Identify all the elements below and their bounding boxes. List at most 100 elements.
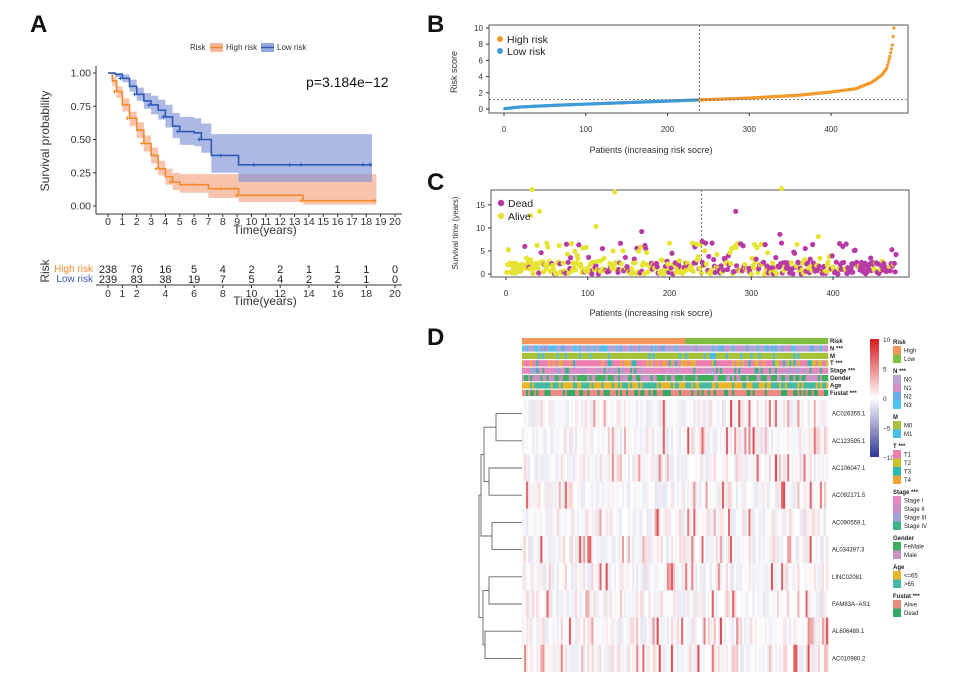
heatmap-cell <box>811 644 815 672</box>
annotation-cell-age <box>619 382 623 389</box>
annotation-cell-gender <box>595 375 598 382</box>
heatmap-cell <box>654 400 657 428</box>
legend-swatch <box>893 458 901 467</box>
heatmap-cell <box>558 508 562 536</box>
annotation-cell-age <box>632 382 635 389</box>
heatmap-cell <box>723 617 727 645</box>
annotation-cell-fustat <box>552 389 555 396</box>
heatmap-cell <box>534 481 537 509</box>
heatmap-cell <box>562 536 566 564</box>
annotation-cell-n <box>540 345 543 352</box>
heatmap-cell <box>681 563 684 591</box>
annotation-cell-age <box>744 382 747 389</box>
annotation-cell-m <box>536 352 539 359</box>
heatmap-cell <box>534 454 537 482</box>
km-x-tick-label: 7 <box>206 216 212 228</box>
heatmap-cell <box>746 617 749 645</box>
heatmap-cell <box>787 481 790 509</box>
annotation-cell-age <box>607 382 611 389</box>
annotation-cell-risk <box>701 338 704 345</box>
risk-y-tick-label: 2 <box>479 89 484 98</box>
annotation-cell-gender <box>799 375 802 382</box>
heatmap-cell <box>821 563 825 591</box>
annotation-cell-t <box>570 360 574 367</box>
annotation-cell-t <box>654 360 657 367</box>
annotation-cell-n <box>726 345 729 352</box>
annotation-cell-t <box>658 360 662 367</box>
annotation-cell-n <box>636 345 639 352</box>
heatmap-cell <box>730 617 733 645</box>
annotation-cell-age <box>805 382 808 389</box>
heatmap-cell <box>721 563 725 591</box>
annotation-cell-stage <box>581 367 584 374</box>
heatmap-cell <box>797 536 800 564</box>
heatmap-cell <box>793 644 796 672</box>
heatmap-cell <box>646 400 649 428</box>
annotation-cell-stage <box>768 367 772 374</box>
legend-swatch <box>893 375 901 384</box>
annotation-cell-fustat <box>670 389 674 396</box>
annotation-cell-age <box>721 382 725 389</box>
heatmap-cell <box>550 481 553 509</box>
heatmap-cell <box>685 427 688 455</box>
annotation-cell-risk <box>807 338 810 345</box>
legend-item-label: Low <box>904 357 916 363</box>
annotation-cell-m <box>644 352 647 359</box>
heatmap-cell <box>528 617 531 645</box>
annotation-cell-m <box>736 352 739 359</box>
heatmap-cell <box>715 644 719 672</box>
heatmap-cell <box>691 508 694 536</box>
annotation-cell-fustat <box>613 389 617 396</box>
annotation-cell-t <box>699 360 702 367</box>
heatmap-cell <box>570 617 574 645</box>
dendrogram-branch <box>484 630 522 659</box>
annotation-cell-age <box>626 382 629 389</box>
annotation-cell-n <box>536 345 539 352</box>
heatmap-cell <box>774 617 778 645</box>
heatmap-cell <box>626 536 629 564</box>
heatmap-cell <box>626 590 629 618</box>
annotation-cell-age <box>768 382 772 389</box>
heatmap-cell <box>556 644 560 672</box>
annotation-cell-n <box>701 345 704 352</box>
heatmap-cell <box>577 563 580 591</box>
heatmap-cell <box>542 563 545 591</box>
heatmap-cell <box>587 644 590 672</box>
heatmap-cell <box>797 454 800 482</box>
annotation-cell-age <box>701 382 704 389</box>
risk-table-cell: 239 <box>99 274 117 286</box>
heatmap-cell <box>670 454 674 482</box>
heatmap-cell <box>805 617 808 645</box>
annotation-cell-t <box>587 360 590 367</box>
annotation-cell-fustat <box>599 389 602 396</box>
heatmap-cell <box>721 400 725 428</box>
heatmap-cell <box>793 563 796 591</box>
km-x-tick-label: 1 <box>119 216 125 228</box>
annotation-cell-m <box>715 352 719 359</box>
annotation-cell-risk <box>683 338 686 345</box>
annotation-cell-stage <box>789 367 792 374</box>
color-scale-tick-label: 5 <box>883 367 887 374</box>
heatmap-cell <box>621 508 625 536</box>
annotation-cell-t <box>764 360 768 367</box>
annotation-cell-gender <box>723 375 727 382</box>
heatmap-cell <box>615 617 619 645</box>
heatmap-cell <box>730 508 733 536</box>
heatmap-cell <box>536 617 539 645</box>
annotation-cell-age <box>522 382 525 389</box>
heatmap-cell <box>532 454 535 482</box>
heatmap-cell <box>715 454 719 482</box>
annotation-cell-n <box>819 345 823 352</box>
heatmap-cell <box>609 536 613 564</box>
annotation-cell-gender <box>644 375 647 382</box>
survival-point-dead <box>567 255 574 261</box>
heatmap-cell <box>670 481 674 509</box>
risk-table-cell: 4 <box>277 274 283 286</box>
annotation-cell-stage <box>699 367 702 374</box>
annotation-cell-t <box>640 360 643 367</box>
heatmap-cell <box>809 508 812 536</box>
annotation-cell-n <box>783 345 786 352</box>
annotation-cell-age <box>554 382 557 389</box>
gene-label: AC092171.5 <box>832 493 866 499</box>
heatmap-cell <box>738 617 741 645</box>
